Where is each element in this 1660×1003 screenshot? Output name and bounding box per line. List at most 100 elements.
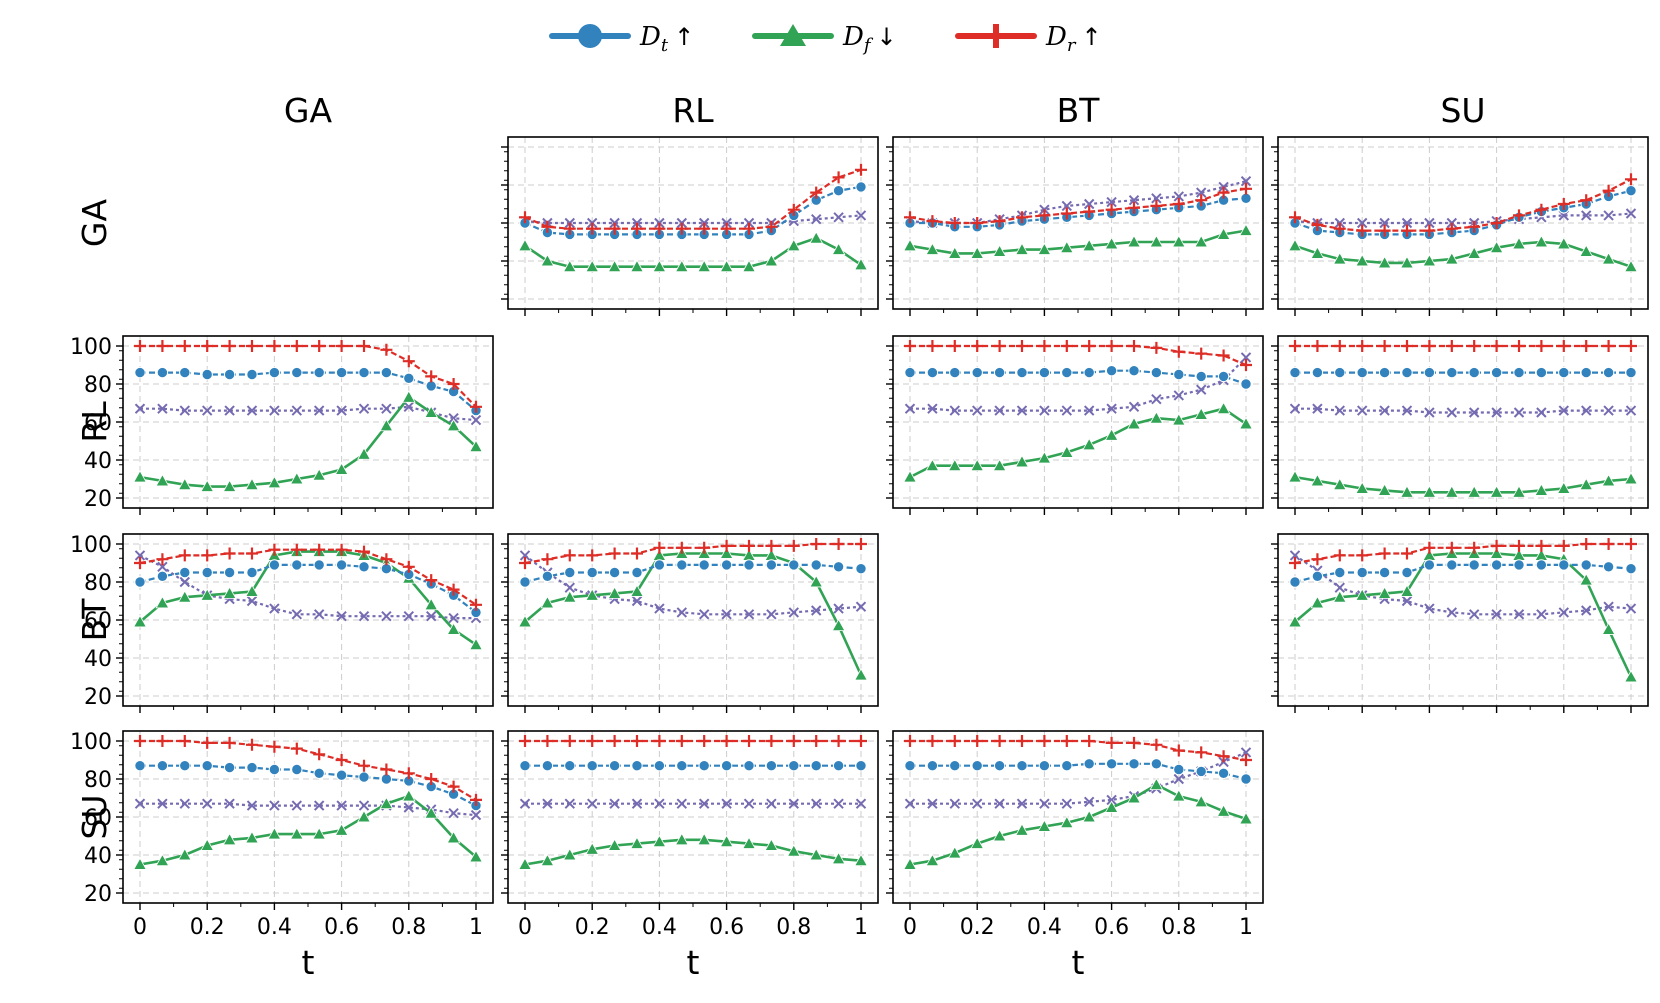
series-other — [1289, 550, 1637, 620]
series-line-Dr — [524, 542, 861, 565]
point-Df — [1194, 794, 1209, 808]
point-Df — [1082, 809, 1097, 823]
point-other — [698, 798, 710, 809]
point-Dr — [156, 553, 169, 566]
point-Dt — [1401, 566, 1413, 579]
point-Dt — [1195, 370, 1207, 383]
point-Dr — [1490, 340, 1503, 352]
point-Dt — [223, 761, 236, 774]
point-Dt — [1016, 760, 1028, 772]
point-other — [811, 605, 822, 616]
legend-plus-icon — [984, 24, 1008, 48]
point-Df — [245, 584, 259, 597]
point-other — [1401, 217, 1413, 229]
point-Dt — [653, 559, 666, 571]
point-Dr — [447, 780, 460, 793]
point-Dr — [765, 539, 778, 552]
point-Df — [133, 614, 147, 628]
point-Dr — [1172, 198, 1185, 210]
point-Dr — [765, 220, 778, 233]
point-Dr — [1172, 744, 1185, 757]
row-header-bt: BT — [75, 598, 114, 642]
point-Df — [674, 259, 689, 273]
point-Df — [1355, 481, 1370, 494]
point-Df — [1171, 234, 1186, 248]
series-line-Dt — [140, 764, 477, 807]
point-Dr — [630, 735, 643, 747]
point-Dt — [788, 559, 800, 571]
point-Dt — [246, 368, 258, 381]
legend-label-sub: t — [661, 35, 669, 56]
point-Df — [562, 259, 577, 273]
point-other — [291, 405, 303, 416]
point-Dr — [223, 340, 236, 352]
point-Df — [379, 796, 394, 810]
point-Df — [222, 479, 237, 492]
point-Df — [1149, 411, 1164, 424]
point-Df — [764, 838, 779, 851]
point-Dr — [832, 171, 845, 184]
point-Dr — [380, 553, 393, 566]
point-Dt — [608, 760, 621, 772]
point-Dr — [586, 222, 599, 235]
point-Dr — [1060, 207, 1073, 220]
x-tick-label: 0.2 — [960, 915, 995, 940]
point-Df — [177, 477, 192, 491]
point-Df — [334, 823, 349, 836]
point-Df — [809, 231, 824, 244]
series-Df — [518, 231, 868, 273]
point-Df — [947, 246, 962, 259]
point-Df — [469, 849, 483, 863]
point-Dr — [1217, 186, 1230, 199]
point-Dt — [358, 771, 370, 783]
point-Dr — [1490, 539, 1503, 552]
point-Df — [1489, 240, 1504, 254]
point-Df — [1104, 236, 1119, 250]
row-headers: GA RL BT SU — [75, 199, 114, 840]
point-other — [1196, 187, 1207, 198]
series-other — [1289, 403, 1637, 418]
point-other — [291, 609, 303, 620]
point-Df — [1288, 614, 1302, 628]
point-Dt — [179, 760, 191, 772]
point-Df — [1310, 246, 1325, 259]
point-Dr — [608, 222, 621, 235]
series-line-Dr — [910, 344, 1247, 367]
point-Dr — [335, 543, 348, 556]
series-Df — [903, 401, 1253, 483]
point-Dr — [1557, 539, 1570, 552]
point-Dt — [1535, 559, 1548, 571]
y-tick-label: 80 — [84, 768, 112, 793]
point-Dr — [993, 735, 1006, 747]
point-Df — [764, 253, 779, 267]
point-Dt — [1401, 366, 1413, 379]
point-other — [1039, 798, 1050, 809]
point-Dr — [743, 735, 756, 747]
point-Df — [992, 244, 1007, 257]
point-other — [698, 609, 710, 620]
point-other — [179, 405, 190, 416]
point-Dr — [855, 163, 867, 176]
point-Dt — [1423, 559, 1436, 571]
point-other — [1173, 191, 1185, 202]
point-Dt — [1423, 366, 1436, 379]
point-Df — [245, 830, 259, 844]
series-line-other — [524, 554, 862, 616]
point-other — [1151, 193, 1162, 204]
point-Df — [222, 832, 237, 846]
series-line-Dr — [524, 168, 862, 230]
y-tick-label: 40 — [84, 647, 112, 672]
x-tick-label: 0.4 — [1027, 915, 1062, 940]
point-Dt — [291, 763, 303, 776]
point-Dr — [290, 340, 303, 352]
point-other — [157, 561, 168, 573]
point-Df — [1239, 416, 1253, 430]
point-other — [1401, 405, 1413, 416]
point-Df — [607, 586, 622, 599]
point-Df — [289, 471, 304, 485]
series-line-Dr — [140, 344, 477, 408]
series-line-other — [910, 356, 1247, 412]
series-Df — [133, 390, 483, 492]
point-Dt — [1289, 576, 1301, 588]
